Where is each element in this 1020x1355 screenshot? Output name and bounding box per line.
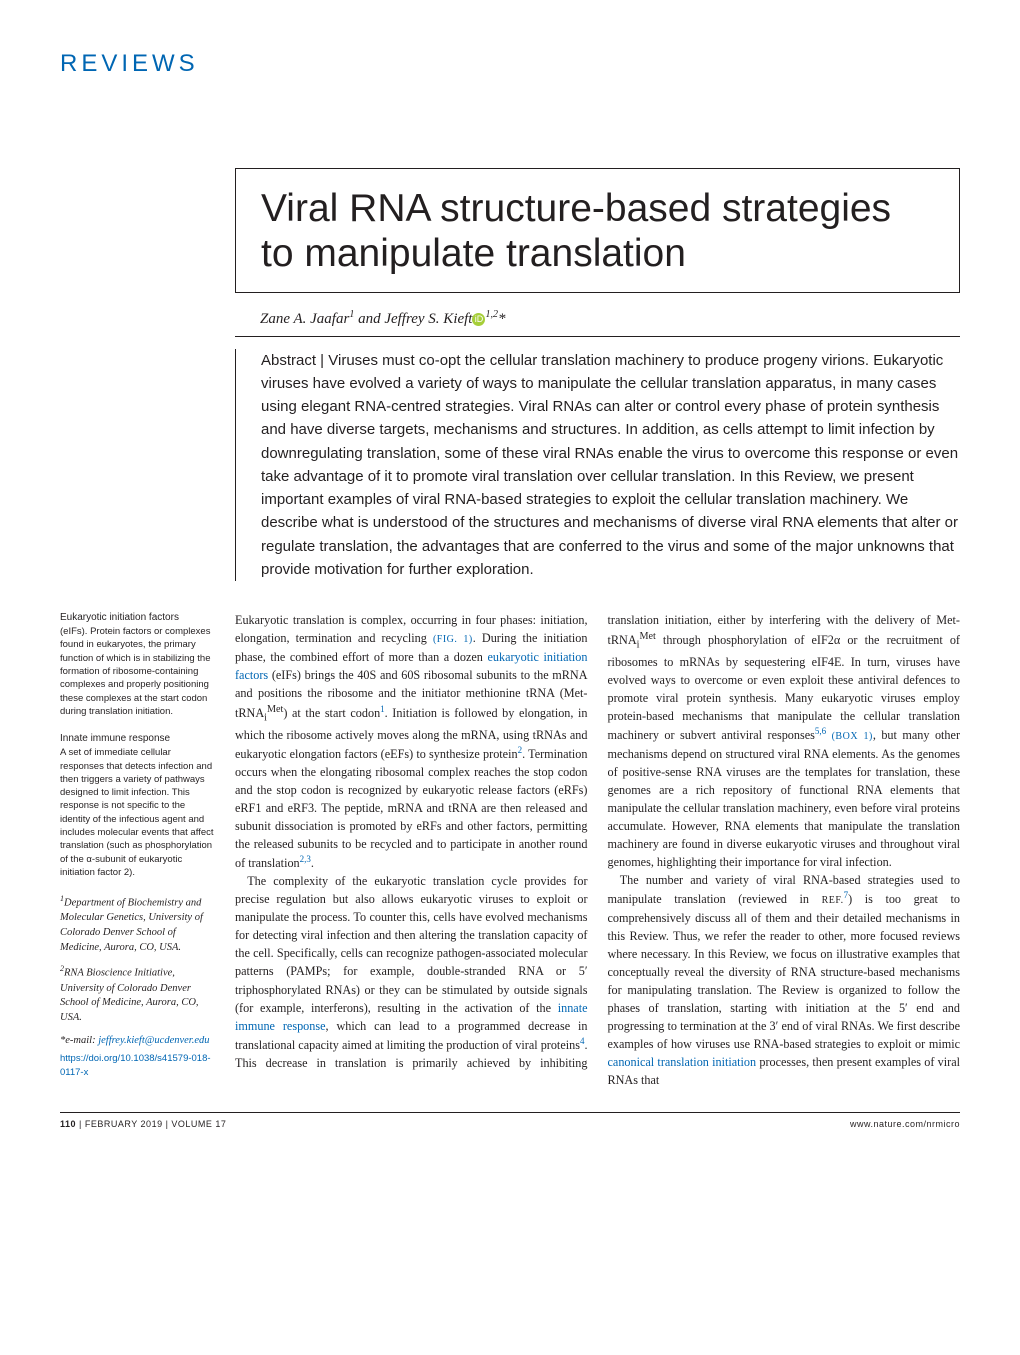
- p2e: , but many other mechanisms depend on st…: [608, 728, 961, 869]
- p1f: . Termination occurs when the elongating…: [235, 747, 588, 870]
- corr-email-link[interactable]: jeffrey.kieft@ucdenver.edu: [98, 1035, 209, 1046]
- p2a: The complexity of the eukaryotic transla…: [235, 874, 588, 1014]
- p1d: ) at the start codon: [283, 706, 380, 720]
- footer-left: 110 | FEBRUARY 2019 | VOLUME 17: [60, 1119, 226, 1129]
- page-number: 110: [60, 1119, 76, 1129]
- glossary-def-1: (eIFs). Protein factors or complexes fou…: [60, 625, 217, 718]
- fig1-ref[interactable]: (FIG. 1): [433, 634, 473, 645]
- authors-line: Zane A. Jaafar1 and Jeffrey S. KieftiD1,…: [235, 303, 960, 337]
- footer-url: www.nature.com/nrmicro: [850, 1119, 960, 1129]
- sup-met2: Met: [639, 631, 655, 642]
- authors-and: and: [354, 311, 384, 327]
- aff1-text: Department of Biochemistry and Molecular…: [60, 898, 203, 953]
- corr-star: *: [498, 311, 506, 327]
- glossary-term-1: Eukaryotic initiation factors: [60, 611, 217, 625]
- title-box: Viral RNA structure-based strategies to …: [235, 168, 960, 293]
- affiliation-1: 1Department of Biochemistry and Molecula…: [60, 893, 217, 955]
- ref-23[interactable]: 2,3: [300, 854, 311, 864]
- affiliation-2: 2RNA Bioscience Initiative, University o…: [60, 963, 217, 1025]
- doi-link[interactable]: https://doi.org/10.1038/s41579-018-0117-…: [60, 1052, 217, 1079]
- corr-email-line: *e-mail: jeffrey.kieft@ucdenver.edu: [60, 1034, 217, 1049]
- glossary-def-2: A set of immediate cellular responses th…: [60, 746, 217, 879]
- body-columns: Eukaryotic translation is complex, occur…: [235, 611, 960, 1089]
- box1-ref[interactable]: (BOX 1): [826, 731, 873, 742]
- ref-sc: REF.: [822, 895, 844, 906]
- abstract-label: Abstract |: [261, 352, 328, 369]
- article-title: Viral RNA structure-based strategies to …: [261, 187, 934, 277]
- sup-met: Met: [267, 704, 283, 715]
- ref-56[interactable]: 5,6: [815, 726, 826, 736]
- abstract-text: Viruses must co-opt the cellular transla…: [261, 352, 958, 578]
- corr-label: *e-mail:: [60, 1035, 98, 1046]
- para-1: Eukaryotic translation is complex, occur…: [235, 611, 588, 872]
- orcid-icon[interactable]: iD: [472, 313, 485, 326]
- issue-info: | FEBRUARY 2019 | VOLUME 17: [76, 1119, 226, 1129]
- abstract: Abstract | Viruses must co-opt the cellu…: [235, 349, 960, 582]
- main-layout: Eukaryotic initiation factors (eIFs). Pr…: [60, 611, 960, 1089]
- para-3: The number and variety of viral RNA-base…: [608, 871, 961, 1089]
- p2d: through phosphorylation of eIF2α or the …: [608, 633, 961, 742]
- page-footer: 110 | FEBRUARY 2019 | VOLUME 17 www.natu…: [60, 1112, 960, 1129]
- author-2: Jeffrey S. Kieft: [384, 311, 472, 327]
- aff2-text: RNA Bioscience Initiative, University of…: [60, 968, 199, 1023]
- glossary-term-2: Innate immune response: [60, 732, 217, 746]
- author-1: Zane A. Jaafar: [260, 311, 349, 327]
- author-2-aff: 1,2: [485, 309, 498, 320]
- section-header: REVIEWS: [60, 50, 960, 78]
- sidebar: Eukaryotic initiation factors (eIFs). Pr…: [60, 611, 217, 1089]
- p1g: .: [311, 856, 314, 870]
- p3b: ) is too great to comprehensively discus…: [608, 892, 961, 1051]
- gloss-link-canonical[interactable]: canonical translation initiation: [608, 1055, 757, 1069]
